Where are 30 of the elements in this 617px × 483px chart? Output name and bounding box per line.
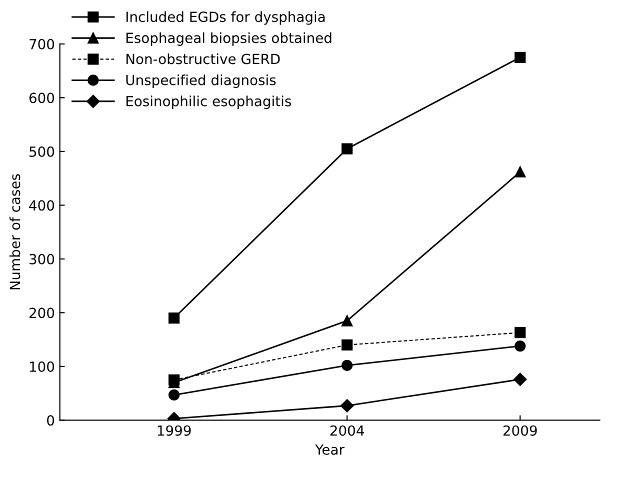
point: [514, 372, 527, 386]
point: [342, 339, 353, 351]
x-axis-title: Year: [315, 444, 344, 455]
y-axis-title: Number of cases: [9, 174, 20, 290]
point: [342, 315, 353, 326]
y-tick-label: 400: [29, 200, 54, 211]
legend-label: Esophageal biopsies obtained: [126, 32, 332, 46]
legend-label: Included EGDs for dysphagia: [126, 11, 325, 25]
legend-label: Eosinophilic esophagitis: [126, 96, 291, 110]
point: [168, 389, 180, 401]
point: [514, 166, 526, 178]
y-tick-label: 500: [30, 146, 54, 157]
point: [168, 312, 180, 324]
y-tick-label: 0: [47, 415, 54, 426]
point: [514, 340, 526, 352]
legend-label: Unspecified diagnosis: [126, 74, 276, 88]
point: [514, 327, 526, 338]
point: [342, 360, 353, 371]
point: [514, 52, 526, 63]
point: [342, 143, 353, 154]
y-tick-label: 700: [30, 38, 54, 50]
legend-label: Non-obstructive GERD: [126, 53, 280, 64]
y-tick-label: 200: [29, 308, 54, 318]
y-tick-label: 100: [30, 361, 54, 372]
y-tick-label: 600: [29, 92, 54, 104]
x-tick-label: 2009: [503, 425, 537, 436]
point: [340, 399, 354, 412]
y-tick-label: 300: [30, 254, 54, 264]
x-tick-label: 2004: [330, 425, 364, 436]
x-tick-label: 1999: [158, 425, 191, 436]
